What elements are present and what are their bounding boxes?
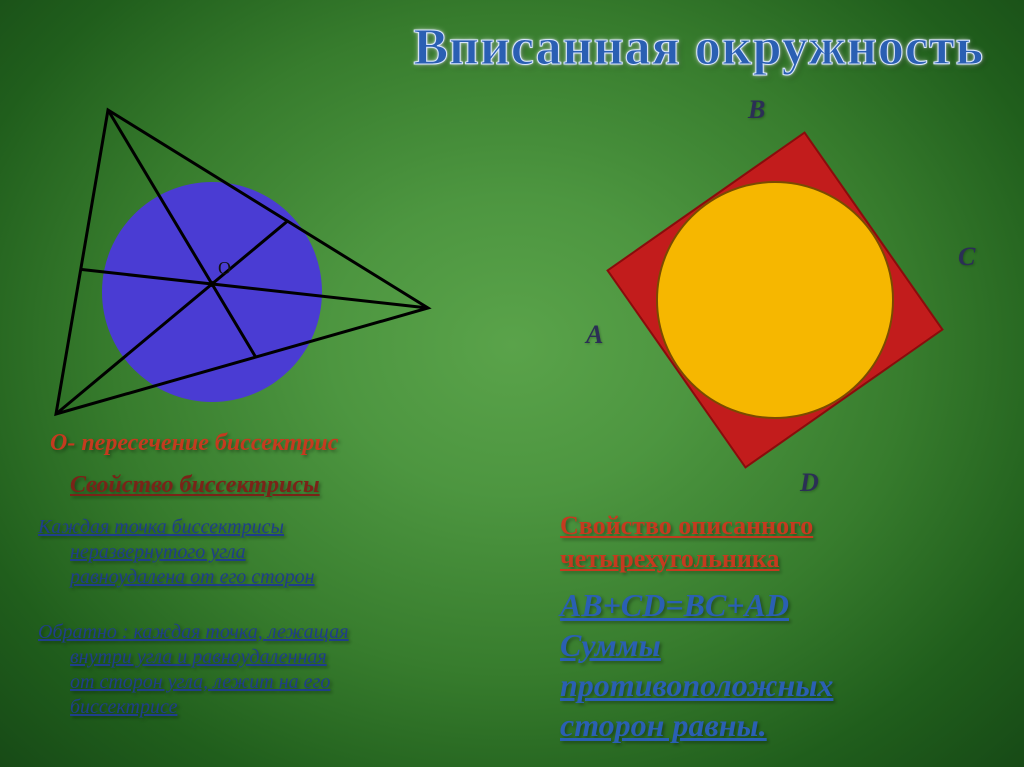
vertex-label-b: B xyxy=(748,95,765,125)
incenter-dot xyxy=(209,281,215,287)
slide-title: Вписанная окружность xyxy=(413,18,984,77)
quad-property-title-l2: четырехугольника xyxy=(560,544,779,573)
incircle-quad xyxy=(657,182,893,418)
quad-sum-l1: Суммы xyxy=(560,627,661,663)
quad-property-title-l1: Свойство описанного xyxy=(560,511,813,540)
bisector-property-1: Каждая точка биссектрисынеразвернутого у… xyxy=(38,515,315,590)
quad-equation-block: AB+CD=BC+AD Суммы противоположных сторон… xyxy=(560,585,833,745)
bisector-property-title: Свойство биссектрисы xyxy=(70,470,320,500)
quad-property-title: Свойство описанного четырехугольника xyxy=(560,510,813,575)
quad-sum-l2: противоположных xyxy=(560,667,833,703)
triangle-incircle-figure xyxy=(0,20,470,450)
quad-sum-l3: сторон равны. xyxy=(560,707,767,743)
bisector-property-2: Обратно : каждая точка, лежащаявнутри уг… xyxy=(38,620,349,720)
vertex-label-c: C xyxy=(958,242,975,272)
vertex-label-d: D xyxy=(800,468,819,498)
quad-incircle-figure xyxy=(565,90,985,510)
quad-equation: AB+CD=BC+AD xyxy=(560,587,789,623)
vertex-label-a: A xyxy=(586,320,603,350)
incenter-label: О xyxy=(218,258,231,279)
incenter-caption: О- пересечение биссектрис xyxy=(50,428,338,458)
